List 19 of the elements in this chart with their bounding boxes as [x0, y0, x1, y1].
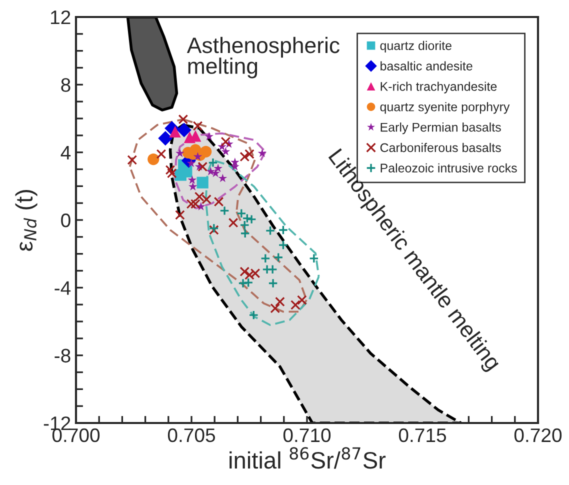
- legend-label: basaltic andesite: [380, 61, 472, 70]
- annotation: Asthenospheric melting: [186, 36, 340, 78]
- y-axis-title: ε$_{Nd}$ (t): [15, 190, 38, 251]
- legend-label: K-rich trachyandesite: [380, 82, 497, 94]
- x-tick-label: 0.700: [52, 428, 100, 442]
- x-axis-title: initial $^{86}$Sr/$^{87}$Sr: [230, 447, 386, 469]
- y-tick-label: 0: [61, 213, 70, 228]
- x-tick-label: 0.720: [514, 428, 562, 442]
- legend-label: quartz syenite porphyry: [380, 102, 510, 114]
- y-tick-label: -8: [54, 348, 70, 363]
- legend-label: quartz diorite: [380, 40, 452, 53]
- legend-label: Early Permian basalts: [380, 122, 501, 134]
- y-tick-label: 8: [61, 78, 70, 92]
- y-tick-label: 4: [60, 146, 71, 160]
- x-tick-label: 0.710: [283, 428, 331, 442]
- x-tick-label: 0.715: [398, 428, 446, 442]
- y-tick-label: -4: [54, 281, 71, 295]
- x-tick-label: 0.705: [168, 428, 216, 442]
- y-tick-label: 12: [50, 10, 70, 24]
